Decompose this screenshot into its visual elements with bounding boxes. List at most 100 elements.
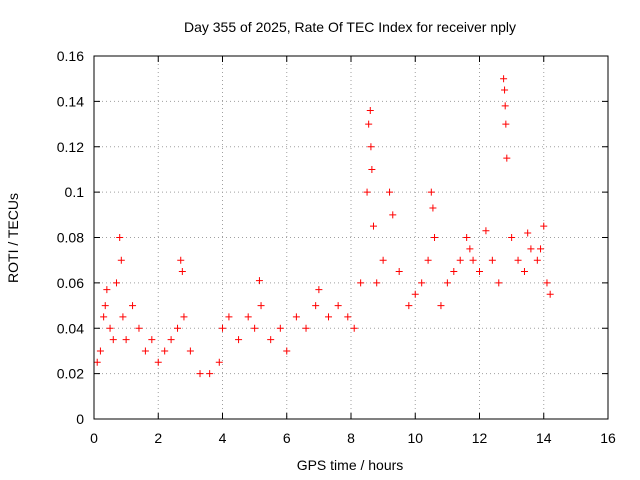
data-point bbox=[418, 279, 426, 287]
data-point bbox=[386, 188, 394, 196]
data-point bbox=[103, 286, 111, 294]
data-point bbox=[357, 279, 365, 287]
y-tick-label: 0.06 bbox=[57, 275, 84, 291]
data-point bbox=[488, 256, 496, 264]
data-point bbox=[177, 256, 185, 264]
data-point bbox=[379, 256, 387, 264]
data-point bbox=[135, 324, 143, 332]
data-point bbox=[174, 324, 182, 332]
x-tick-label: 16 bbox=[600, 430, 616, 446]
data-point bbox=[405, 302, 413, 310]
data-point bbox=[302, 324, 310, 332]
y-tick-label: 0.04 bbox=[57, 320, 84, 336]
data-point bbox=[148, 336, 156, 344]
data-point bbox=[482, 227, 490, 235]
data-point bbox=[450, 268, 458, 276]
y-tick-label: 0.12 bbox=[57, 139, 84, 155]
data-point bbox=[112, 279, 120, 287]
data-point bbox=[500, 75, 508, 83]
x-tick-label: 0 bbox=[90, 430, 98, 446]
data-point bbox=[276, 324, 284, 332]
chart-title: Day 355 of 2025, Rate Of TEC Index for r… bbox=[184, 19, 516, 35]
data-point bbox=[141, 347, 149, 355]
data-point bbox=[537, 245, 545, 253]
x-tick-label: 6 bbox=[283, 430, 291, 446]
data-point bbox=[119, 313, 127, 321]
y-tick-label: 0.16 bbox=[57, 48, 84, 64]
data-point bbox=[93, 358, 101, 366]
x-tick-label: 14 bbox=[536, 430, 552, 446]
data-point bbox=[344, 313, 352, 321]
data-point bbox=[215, 358, 223, 366]
data-point bbox=[325, 313, 333, 321]
y-tick-label: 0.1 bbox=[65, 184, 85, 200]
data-point bbox=[369, 222, 377, 230]
y-tick-labels: 0 0.02 0.04 0.06 0.08 0.1 0.12 0.14 0.16 bbox=[57, 48, 84, 427]
data-point bbox=[543, 279, 551, 287]
x-tick-label: 8 bbox=[347, 430, 355, 446]
data-point bbox=[100, 313, 108, 321]
data-point bbox=[312, 302, 320, 310]
data-point bbox=[456, 256, 464, 264]
data-point bbox=[244, 313, 252, 321]
data-point bbox=[368, 165, 376, 173]
data-point bbox=[235, 336, 243, 344]
data-point bbox=[109, 336, 117, 344]
data-point bbox=[501, 86, 509, 94]
data-point bbox=[508, 234, 516, 241]
data-point bbox=[186, 347, 194, 355]
y-tick-label: 0 bbox=[76, 411, 84, 427]
data-point bbox=[154, 358, 162, 366]
data-point bbox=[196, 370, 204, 378]
data-point bbox=[178, 268, 186, 276]
data-point bbox=[257, 302, 265, 310]
data-point bbox=[495, 279, 503, 287]
data-point bbox=[101, 302, 109, 310]
data-point bbox=[267, 336, 275, 344]
data-point bbox=[180, 313, 188, 321]
data-point bbox=[373, 279, 381, 287]
data-point bbox=[437, 302, 445, 310]
x-tick-label: 2 bbox=[154, 430, 162, 446]
data-point bbox=[469, 256, 477, 264]
x-axis-label: GPS time / hours bbox=[297, 457, 404, 473]
data-point bbox=[431, 234, 439, 241]
data-point bbox=[411, 290, 419, 298]
data-point bbox=[292, 313, 300, 321]
data-point bbox=[527, 245, 535, 253]
data-points bbox=[93, 75, 554, 378]
data-point bbox=[129, 302, 137, 310]
data-point bbox=[167, 336, 175, 344]
data-point bbox=[96, 347, 104, 355]
data-point bbox=[367, 143, 375, 151]
y-axis-label: ROTI / TECUs bbox=[5, 193, 21, 283]
data-point bbox=[427, 188, 435, 196]
y-tick-label: 0.14 bbox=[57, 93, 84, 109]
data-point bbox=[122, 336, 130, 344]
data-point bbox=[503, 154, 511, 162]
data-point bbox=[366, 106, 374, 114]
data-point bbox=[533, 256, 541, 264]
data-point bbox=[429, 204, 437, 212]
data-point bbox=[389, 211, 397, 219]
data-point bbox=[546, 290, 554, 298]
x-tick-label: 10 bbox=[407, 430, 423, 446]
data-point bbox=[520, 268, 528, 276]
data-point bbox=[514, 256, 522, 264]
data-point bbox=[476, 268, 483, 276]
data-point bbox=[502, 120, 510, 128]
data-point bbox=[395, 268, 403, 276]
data-point bbox=[363, 188, 371, 196]
data-point bbox=[350, 324, 358, 332]
x-tick-labels: 0 2 4 6 8 10 12 14 16 bbox=[90, 430, 616, 446]
data-point bbox=[283, 347, 291, 355]
data-point bbox=[219, 324, 226, 332]
data-point bbox=[443, 279, 451, 287]
data-point bbox=[524, 229, 532, 237]
y-tick-label: 0.02 bbox=[57, 366, 84, 382]
data-point bbox=[206, 370, 214, 378]
x-tick-label: 4 bbox=[219, 430, 227, 446]
data-point bbox=[161, 347, 169, 355]
